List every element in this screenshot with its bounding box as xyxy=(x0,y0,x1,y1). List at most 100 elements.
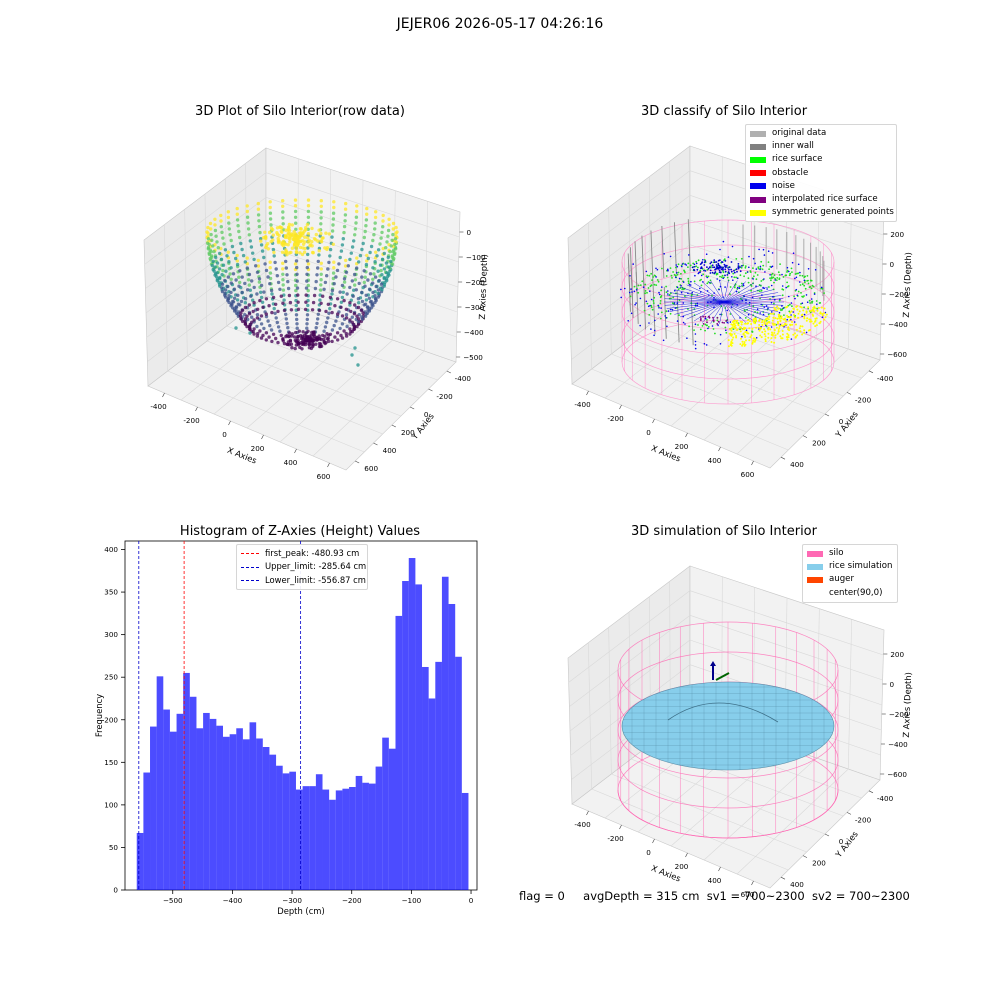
data-point xyxy=(294,283,298,288)
data-point xyxy=(228,272,232,276)
rice-surface-point xyxy=(723,259,725,262)
data-point xyxy=(306,198,311,202)
symmetric-point xyxy=(781,330,784,332)
noise-point xyxy=(724,286,726,288)
rice-surface-point xyxy=(678,280,680,283)
data-point xyxy=(338,290,342,294)
symmetric-point xyxy=(801,313,804,316)
data-point xyxy=(327,260,331,265)
rice-surface-point xyxy=(646,291,648,294)
data-point xyxy=(328,247,333,252)
data-point xyxy=(382,251,386,256)
rice-surface-point xyxy=(651,279,653,281)
legend-label: noise xyxy=(772,180,795,191)
data-point xyxy=(362,280,366,285)
symmetric-point xyxy=(764,338,767,341)
data-point xyxy=(313,286,318,291)
rice-surface-point xyxy=(741,285,744,287)
data-point xyxy=(367,287,372,291)
rice-surface-point xyxy=(740,257,743,260)
data-point xyxy=(300,252,305,257)
noise-point xyxy=(781,285,784,287)
rice-surface-point xyxy=(653,283,656,286)
rice-surface-point xyxy=(752,267,754,270)
data-point xyxy=(238,314,242,318)
data-point xyxy=(342,298,346,303)
noise-point xyxy=(820,286,823,289)
noise-point xyxy=(649,304,651,307)
legend-label: original data xyxy=(772,128,827,138)
symmetric-point xyxy=(731,342,734,345)
symmetric-point xyxy=(778,325,781,328)
noise-point xyxy=(737,263,740,265)
symmetric-point xyxy=(766,317,769,320)
rice-surface-point xyxy=(719,275,721,278)
y-tick xyxy=(391,424,396,428)
data-point xyxy=(314,238,318,242)
data-point xyxy=(364,224,368,228)
data-point xyxy=(247,303,251,307)
rice-surface-point xyxy=(725,331,728,334)
data-point xyxy=(238,235,242,240)
inner-wall-strand xyxy=(676,290,680,343)
data-point xyxy=(292,335,297,339)
symmetric-point xyxy=(802,309,805,312)
noise-line xyxy=(693,282,725,303)
data-point xyxy=(303,307,308,312)
data-point xyxy=(381,213,385,218)
data-point xyxy=(281,278,285,282)
noise-point xyxy=(680,291,683,294)
data-point xyxy=(380,273,384,277)
noise-point xyxy=(745,299,747,301)
data-point xyxy=(344,316,349,320)
data-point xyxy=(382,267,387,271)
data-point xyxy=(379,282,384,286)
noise-point xyxy=(708,294,710,296)
symmetric-point xyxy=(741,328,744,331)
data-point xyxy=(226,275,231,279)
data-point xyxy=(243,297,248,301)
rice-surface-point xyxy=(653,296,656,299)
data-point xyxy=(357,301,361,305)
data-point xyxy=(229,290,233,295)
symmetric-point xyxy=(817,306,820,309)
symmetric-point xyxy=(786,338,789,341)
rice-surface-point xyxy=(793,295,795,298)
data-point xyxy=(291,237,295,241)
rice-surface-point xyxy=(790,267,793,270)
data-point xyxy=(394,225,398,230)
noise-line xyxy=(686,284,725,303)
noise-point xyxy=(732,279,734,282)
noise-point xyxy=(752,257,755,260)
symmetric-point xyxy=(746,322,748,325)
data-point xyxy=(353,283,357,287)
data-point xyxy=(344,331,348,336)
noise-point xyxy=(699,271,701,273)
noise-point xyxy=(745,329,748,332)
data-point xyxy=(373,227,377,231)
data-point xyxy=(342,277,347,281)
data-point xyxy=(267,335,271,339)
data-point xyxy=(251,309,255,314)
y-tick-label: 0 xyxy=(839,837,844,846)
data-point xyxy=(348,301,352,305)
data-point xyxy=(295,322,299,326)
data-point xyxy=(236,302,241,306)
data-point xyxy=(271,247,276,252)
interpolated-point xyxy=(721,321,724,324)
rice-surface-point xyxy=(726,276,729,279)
rice-surface-point xyxy=(706,268,709,271)
noise-point xyxy=(682,302,685,304)
data-point xyxy=(240,308,245,312)
rice-surface-point xyxy=(799,284,802,286)
noise-line xyxy=(723,301,762,320)
noise-point xyxy=(767,250,770,252)
symmetric-point xyxy=(823,307,826,310)
noise-point xyxy=(703,264,706,266)
noise-point xyxy=(771,265,774,268)
data-point xyxy=(349,298,353,302)
interpolated-point xyxy=(708,316,711,319)
data-point xyxy=(297,231,302,235)
data-point xyxy=(252,318,256,322)
rice-surface-point xyxy=(800,303,802,305)
